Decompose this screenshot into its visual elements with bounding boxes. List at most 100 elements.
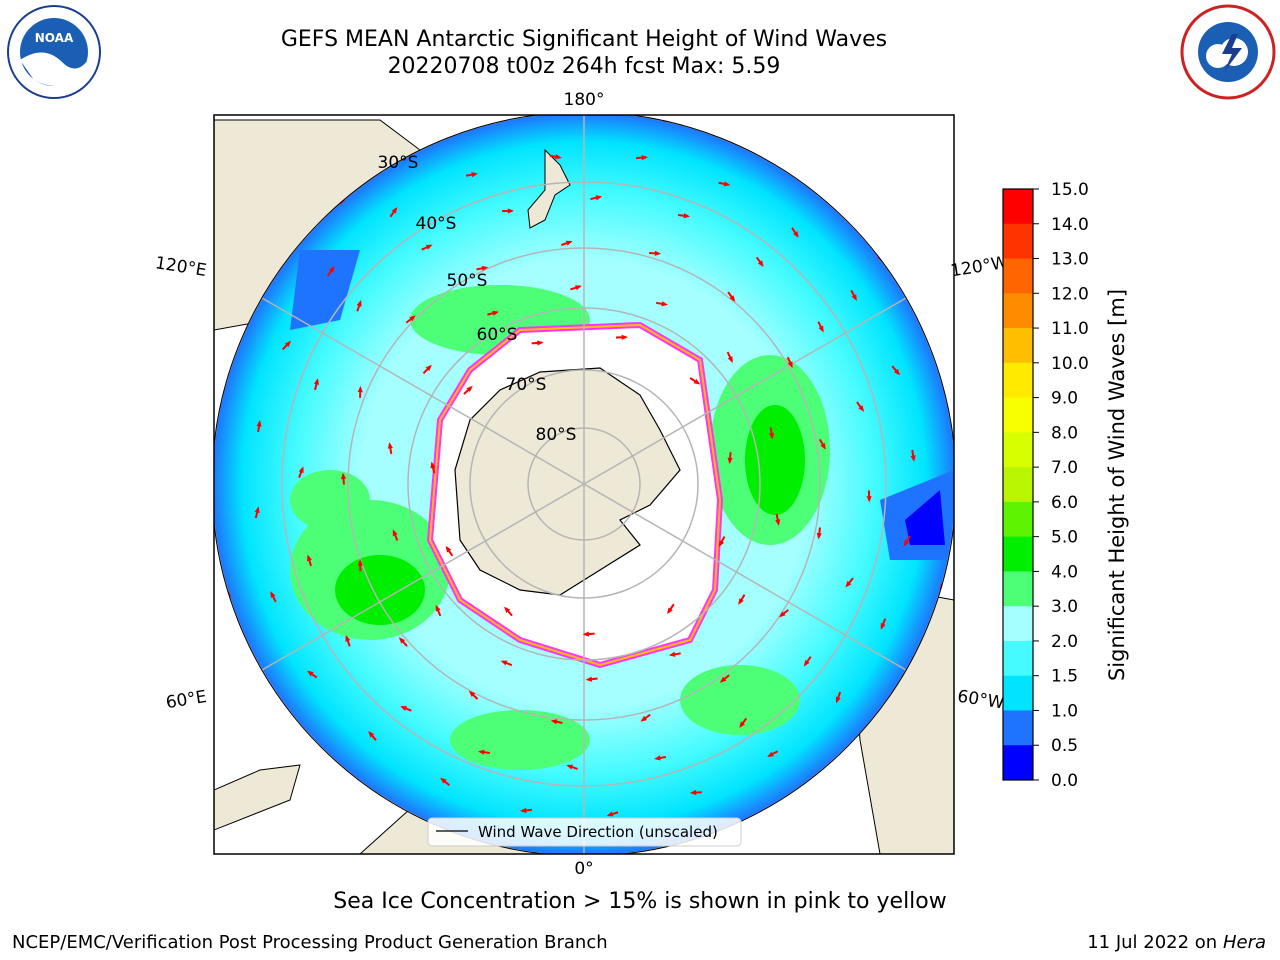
lat-label-80s: 80°S — [536, 425, 577, 445]
wave-direction-arrowhead — [727, 457, 733, 465]
wave-direction-arrowhead — [340, 472, 347, 480]
colorbar-label: Significant Height of Wind Waves [m] — [1105, 289, 1129, 681]
wave-direction-arrowhead — [387, 442, 393, 449]
colorbar-swatch — [1003, 397, 1033, 433]
wave-direction-arrowhead — [313, 378, 319, 385]
wave-direction-arrowhead — [400, 706, 408, 711]
colorbar-swatch — [1003, 501, 1033, 538]
wave-direction-arrowhead — [738, 598, 744, 605]
colorbar-swatch — [1003, 293, 1033, 329]
wave-direction-arrowhead — [654, 755, 661, 761]
wave-direction-arrowhead — [504, 606, 511, 614]
wave-direction-arrowhead — [866, 496, 872, 503]
wave-direction-arrowhead — [757, 260, 764, 268]
lon-label-60e: 60°E — [164, 687, 208, 713]
wave-direction-arrowhead — [430, 461, 436, 469]
wave-direction-arrowhead — [910, 455, 916, 462]
wave-direction-arrowhead — [537, 340, 544, 346]
wave-direction-arrowhead — [767, 751, 774, 757]
wave-direction-arrowhead — [628, 854, 635, 859]
wave-direction-arrowhead — [729, 295, 736, 302]
footer-machine: Hera — [1222, 932, 1266, 953]
graticule — [214, 115, 954, 854]
wave-direction-arrowhead — [641, 155, 649, 161]
wave-direction-arrowhead — [585, 676, 593, 682]
wave-direction-arrowhead — [858, 405, 865, 412]
wave-direction-arrowhead — [440, 777, 447, 784]
colorbar-swatch — [1003, 640, 1033, 677]
colorbar-tick-label: 5.0 — [1051, 528, 1078, 548]
lat-label-60s: 60°S — [477, 325, 518, 345]
wave-direction-arrowhead — [445, 545, 452, 553]
wave-direction-arrow — [629, 853, 640, 854]
wave-direction-arrowhead — [787, 361, 793, 369]
colorbar-tick-label: 7.0 — [1051, 458, 1078, 478]
wave-direction-arrowhead — [256, 420, 262, 427]
colorbar: 0.0 0.5 1.0 1.5 2.0 3.0 4.0 5.0 6.0 7.0 8.0 9.0 10.0… — [1002, 180, 1089, 791]
wave-direction-arrowhead — [727, 356, 733, 363]
wave-direction-arrowhead — [507, 208, 515, 214]
colorbar-tick-label: 3.0 — [1051, 597, 1078, 617]
lon-label-180: 180° — [564, 90, 605, 110]
colorbar-tick-label: 9.0 — [1051, 389, 1078, 409]
map-plot-area — [208, 115, 954, 860]
nws-logo — [1180, 4, 1276, 100]
wave-direction-arrowhead — [425, 364, 432, 372]
wave-direction-arrowhead — [357, 385, 363, 393]
wave-direction-arrowhead — [270, 591, 276, 598]
colorbar-swatch — [1003, 571, 1033, 607]
footer-date-text: 11 Jul 2022 on — [1087, 932, 1223, 953]
colorbar-tick-label: 1.0 — [1051, 701, 1078, 721]
wave-direction-arrowhead — [835, 696, 841, 704]
wave-direction-arrowhead — [654, 250, 662, 256]
colorbar-swatch — [1003, 258, 1033, 294]
colorbar-tick-label: 13.0 — [1051, 250, 1089, 270]
wave-direction-arrowhead — [621, 334, 628, 340]
colorbar-swatch — [1003, 432, 1033, 468]
wave-direction-arrow — [542, 858, 552, 860]
wave-direction-arrowhead — [718, 540, 725, 548]
wave-direction-arrowhead — [723, 181, 731, 187]
colorbar-swatch — [1003, 536, 1033, 572]
wave-direction-arrowhead — [306, 554, 312, 562]
wave-direction-arrowhead — [435, 604, 441, 612]
wave-direction-arrowhead — [606, 811, 614, 817]
wave-direction-arrowhead — [565, 240, 573, 246]
wave-direction-arrowhead — [550, 719, 558, 725]
colorbar-swatch — [1003, 223, 1033, 260]
colorbar-tick-label: 15.0 — [1051, 180, 1089, 200]
wave-direction-arrowhead — [392, 529, 398, 537]
wave-direction-arrowhead — [668, 651, 676, 657]
wave-direction-arrowhead — [356, 299, 362, 307]
new-zealand-land — [527, 148, 571, 229]
wave-direction-arrowhead — [345, 634, 351, 642]
colorbar-swatch — [1003, 675, 1033, 711]
wave-direction-arrowhead — [689, 789, 697, 796]
colorbar-swatch — [1003, 710, 1033, 746]
wave-direction-arrowhead — [298, 466, 304, 474]
wave-direction-arrowhead — [328, 266, 335, 273]
wave-direction-arrowhead — [409, 315, 416, 322]
wave-direction-arrowhead — [582, 631, 590, 637]
wave-direction-arrowhead — [391, 206, 398, 214]
wave-direction-arrowhead — [471, 172, 478, 178]
colorbar-tick-label: 8.0 — [1051, 423, 1078, 443]
map-subtitle: 20220708 t00z 264h fcst Max: 5.59 — [387, 54, 781, 79]
wave-direction-arrowhead — [468, 690, 476, 697]
wave-direction-arrowhead — [683, 213, 691, 219]
wave-direction-arrowhead — [893, 368, 900, 376]
colorbar-tick-label: 2.0 — [1051, 632, 1078, 652]
colorbar-swatch — [1003, 189, 1033, 225]
wave-direction-arrowhead — [880, 622, 886, 630]
colorbar-tick-label: 1.5 — [1051, 667, 1078, 687]
colorbar-swatch — [1003, 745, 1033, 781]
wave-direction-arrowhead — [820, 442, 826, 450]
wave-direction-arrowhead — [575, 285, 582, 291]
wave-direction-arrowhead — [481, 265, 489, 271]
wave-direction-arrowhead — [719, 676, 727, 683]
wave-direction-arrowhead — [208, 506, 213, 512]
legend-label: Wind Wave Direction (unscaled) — [478, 823, 718, 841]
wave-direction-arrowhead — [284, 340, 292, 348]
wave-direction-arrowhead — [739, 721, 746, 729]
